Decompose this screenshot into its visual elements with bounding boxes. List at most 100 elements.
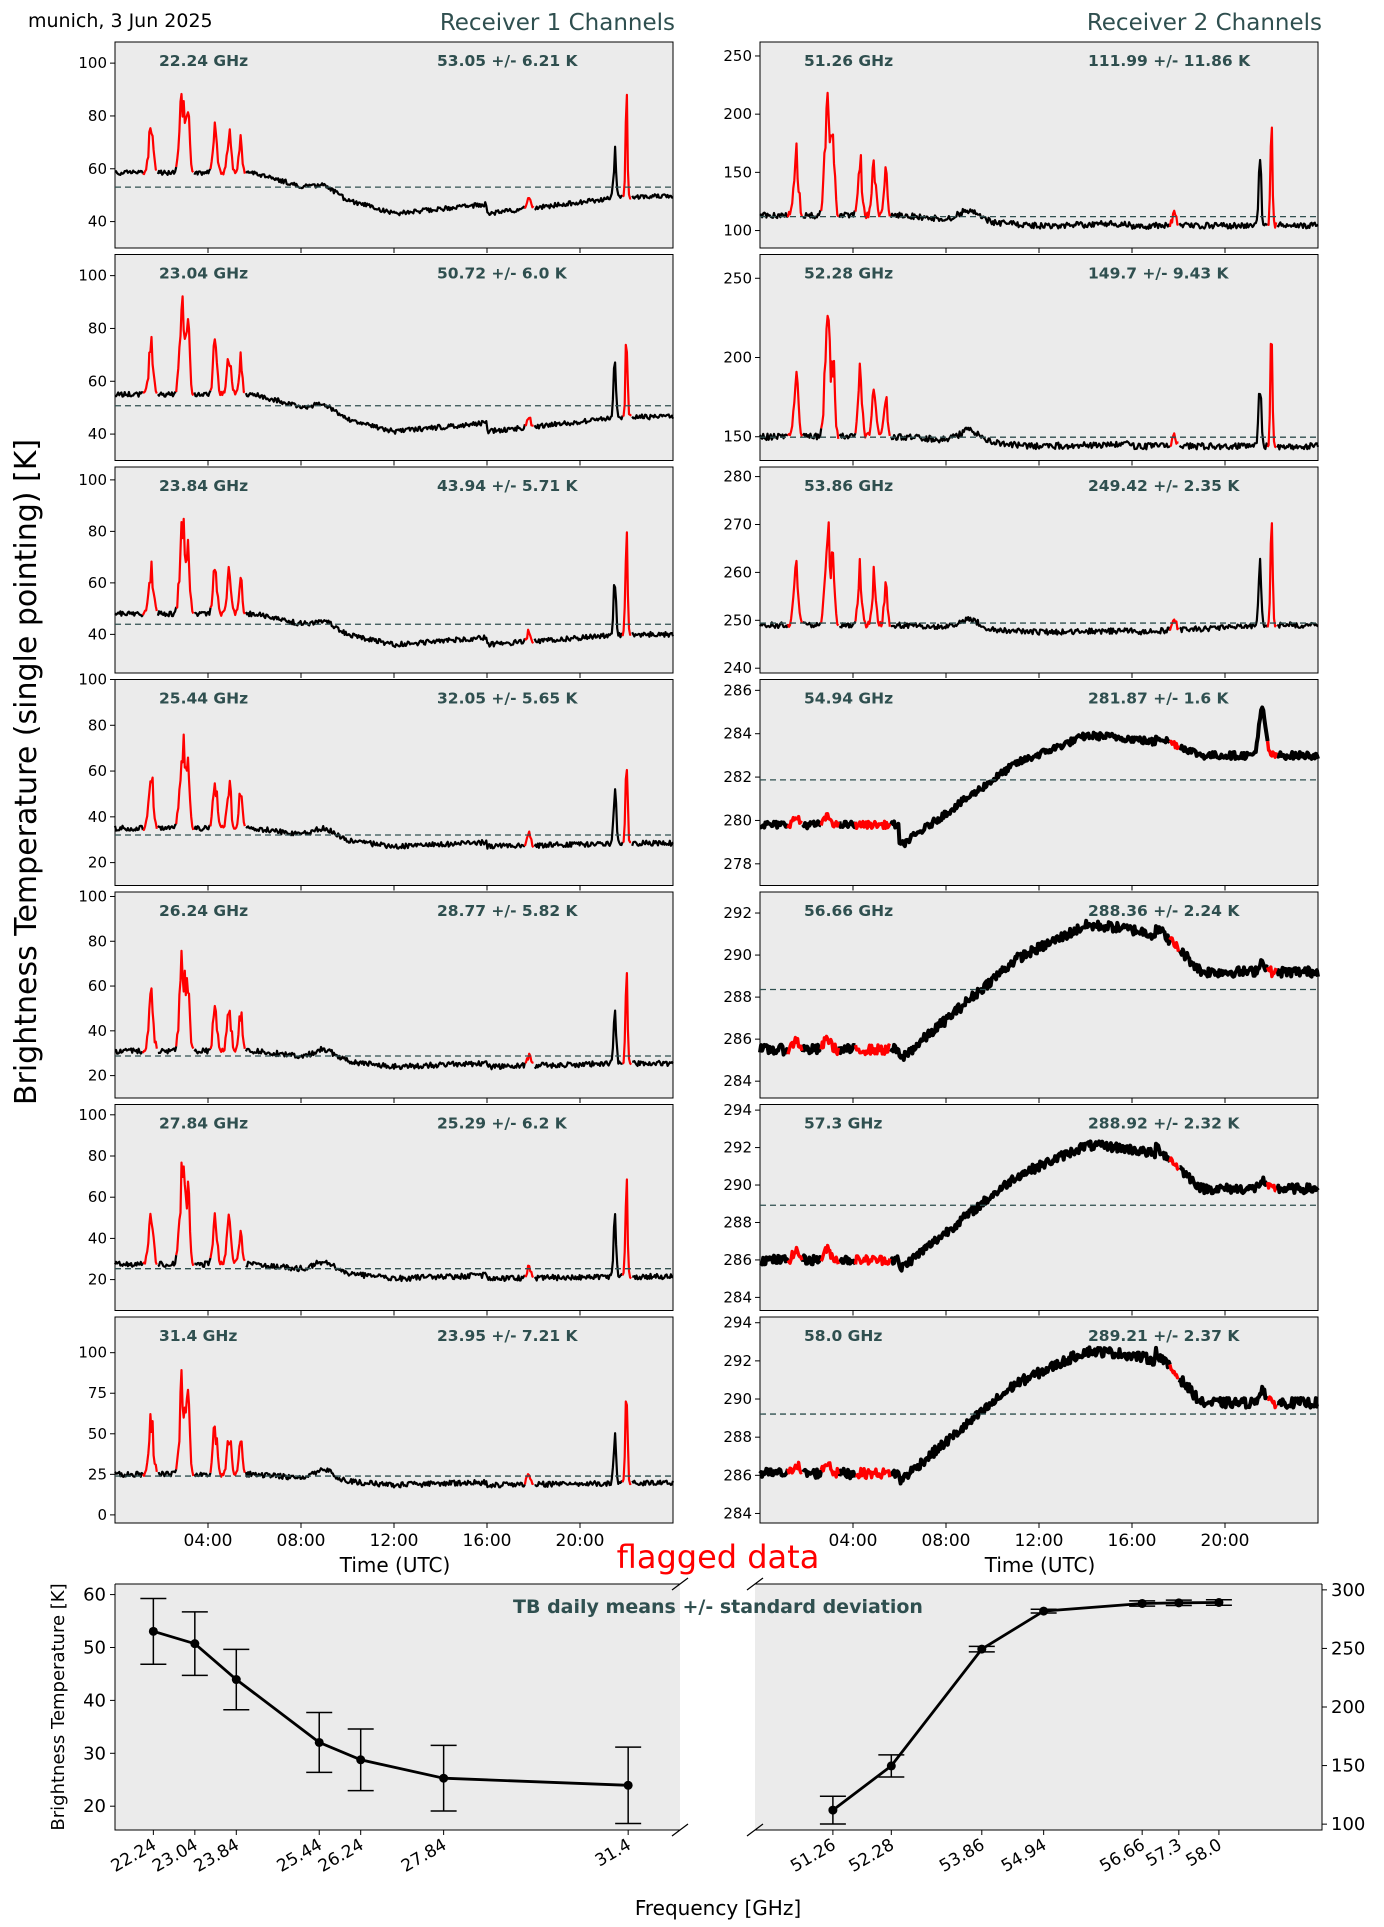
summary-x-tick-label: 52.28: [846, 1835, 898, 1877]
mean-point: [190, 1639, 200, 1649]
frequency-label: 58.0 GHz: [804, 1327, 882, 1345]
y-tick-label: 80: [88, 522, 107, 540]
y-tick-label: 286: [723, 1466, 752, 1484]
panel-frame: [114, 679, 674, 886]
y-tick-label: 286: [723, 681, 752, 699]
y-tick-label: 60: [88, 160, 107, 178]
receiver2-panel-3: 240 250 260 270 280 53.86 GHz 249.42 +/- 2.35 …: [723, 466, 1319, 678]
y-tick-label: 80: [88, 107, 107, 125]
flagged-trace: [141, 949, 632, 1066]
y-tick-label: 292: [723, 904, 752, 922]
y-tick-label: 0: [97, 1506, 107, 1524]
y-tick-label: 20: [88, 1271, 107, 1289]
statistics-label: 43.94 +/- 5.71 K: [437, 477, 579, 495]
time-tick-label: 20:00: [1201, 1531, 1250, 1551]
y-tick-label: 80: [88, 932, 107, 950]
receiver2-panel-4: 278 280 282 284 286 54.94 GHz 281.87 +/- 1.6 K: [723, 679, 1320, 891]
y-tick-label: 290: [723, 946, 752, 964]
summary-x-tick-label: 25.44: [274, 1835, 326, 1877]
y-tick-label: 60: [88, 977, 107, 995]
timeseries-trace: [759, 158, 1319, 230]
summary-x-tick-label: 27.84: [398, 1835, 450, 1877]
y-tick-label: 25: [88, 1465, 107, 1483]
receiver2-panel-1: 100 150 200 250 51.26 GHz 111.99 +/- 11.86 K: [723, 41, 1319, 253]
flagged-trace: [786, 91, 1278, 229]
summary-x-tick-label: 54.94: [998, 1835, 1050, 1877]
y-tick-label: 20: [88, 1067, 107, 1085]
statistics-label: 149.7 +/- 9.43 K: [1088, 265, 1230, 283]
summary-y-tick-label: 20: [83, 1796, 106, 1817]
y-tick-label: 60: [88, 372, 107, 390]
y-tick-label: 40: [88, 213, 107, 231]
y-tick-label: 290: [723, 1390, 752, 1408]
flagged-trace: [786, 521, 1278, 631]
y-tick-label: 200: [723, 349, 752, 367]
summary-x-tick-label: 26.24: [315, 1835, 367, 1877]
summary-right-frame: [755, 1583, 1323, 1831]
y-tick-label: 100: [723, 222, 752, 240]
frequency-label: 52.28 GHz: [804, 265, 893, 283]
y-tick-label: 282: [723, 768, 752, 786]
axis-break-mark: [746, 1823, 764, 1837]
main-y-axis-label: Brightness Temperature (single pointing)…: [9, 439, 44, 1105]
frequency-label: 51.26 GHz: [804, 52, 893, 70]
axis-break-mark: [746, 1577, 764, 1591]
statistics-label: 28.77 +/- 5.82 K: [437, 902, 579, 920]
time-tick-label: 20:00: [556, 1531, 605, 1551]
y-tick-label: 40: [88, 808, 107, 826]
mean-point: [977, 1644, 987, 1654]
receiver1-panel-2: 40 60 80 100 23.04 GHz 50.72 +/- 6.0 K: [78, 254, 675, 466]
summary-y-tick-label: 300: [1331, 1580, 1365, 1601]
receiver2-panel-2: 150 200 250 52.28 GHz 149.7 +/- 9.43 K: [723, 254, 1320, 466]
y-tick-label: 250: [723, 611, 752, 629]
panel-frame: [759, 1104, 1319, 1311]
statistics-label: 249.42 +/- 2.35 K: [1088, 477, 1240, 495]
receiver1-title: Receiver 1 Channels: [440, 10, 675, 36]
y-tick-label: 80: [88, 319, 107, 337]
flagged-trace: [787, 314, 1277, 449]
y-tick-label: 286: [723, 1251, 752, 1269]
y-tick-label: 50: [88, 1425, 107, 1443]
flagged-trace: [786, 1364, 1278, 1480]
date-label: munich, 3 Jun 2025: [28, 10, 213, 32]
statistics-label: 23.95 +/- 7.21 K: [437, 1327, 579, 1345]
y-tick-label: 100: [78, 1344, 107, 1362]
mean-point: [1214, 1597, 1224, 1607]
y-tick-label: 60: [88, 1188, 107, 1206]
mean-point: [1039, 1606, 1049, 1616]
summary-x-tick-label: 56.66: [1097, 1835, 1149, 1877]
timeseries-trace: [759, 705, 1320, 849]
y-tick-label: 150: [723, 428, 752, 446]
mean-point: [1137, 1598, 1147, 1608]
summary-y-tick-label: 30: [83, 1743, 106, 1764]
panel-frame: [114, 1104, 674, 1311]
time-tick-label: 16:00: [463, 1531, 512, 1551]
y-tick-label: 294: [723, 1101, 752, 1119]
y-tick-label: 20: [88, 854, 107, 872]
time-tick-label: 12:00: [370, 1531, 419, 1551]
receiver2-panel-6: 284 286 288 290 292 294 57.3 GHz 288.92 +/- 2.3…: [723, 1101, 1320, 1316]
receiver2-x-axis-label: Time (UTC): [984, 1553, 1096, 1577]
summary-right-bg: [755, 1584, 1322, 1830]
y-tick-label: 292: [723, 1139, 752, 1157]
y-tick-label: 284: [723, 725, 752, 743]
y-tick-label: 290: [723, 1176, 752, 1194]
summary-left-bg: [115, 1584, 680, 1830]
time-tick-label: 08:00: [277, 1531, 326, 1551]
summary-x-axis-label: Frequency [GHz]: [635, 1896, 801, 1920]
y-tick-label: 100: [78, 54, 107, 72]
mean-point: [231, 1675, 241, 1685]
receiver2-title: Receiver 2 Channels: [1087, 10, 1322, 36]
time-tick-label: 12:00: [1015, 1531, 1064, 1551]
receiver1-panel-6: 20 40 60 80 100 27.84 GHz 25.29 +/- 6.2 K: [78, 1104, 674, 1316]
y-tick-label: 286: [723, 1030, 752, 1048]
y-tick-label: 288: [723, 1428, 752, 1446]
timeseries-trace: [759, 557, 1319, 636]
mean-point: [623, 1780, 633, 1790]
receiver2-panel-7: 284 286 288 290 292 294 58.0 GHz 289.21 +/- 2.3…: [723, 1314, 1319, 1528]
panel-frame: [759, 466, 1319, 674]
y-tick-label: 240: [723, 659, 752, 677]
y-tick-label: 288: [723, 988, 752, 1006]
time-tick-label: 16:00: [1108, 1531, 1157, 1551]
